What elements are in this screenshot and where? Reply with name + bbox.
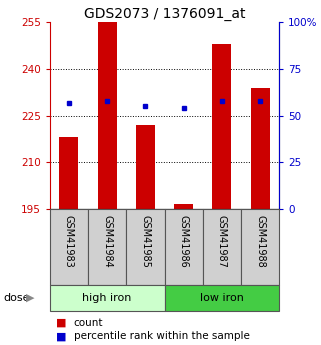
Bar <box>136 125 155 209</box>
Text: low iron: low iron <box>200 293 244 303</box>
Bar <box>212 44 231 209</box>
Text: ▶: ▶ <box>26 293 35 303</box>
Text: GSM41987: GSM41987 <box>217 215 227 268</box>
Text: dose: dose <box>3 293 30 303</box>
Bar <box>164 209 203 285</box>
Bar <box>174 204 193 209</box>
Title: GDS2073 / 1376091_at: GDS2073 / 1376091_at <box>84 7 245 21</box>
Text: GSM41985: GSM41985 <box>140 215 150 268</box>
Text: high iron: high iron <box>82 293 132 303</box>
Text: percentile rank within the sample: percentile rank within the sample <box>74 332 250 341</box>
Text: GSM41986: GSM41986 <box>179 215 189 267</box>
Bar <box>241 209 279 285</box>
Bar <box>88 209 126 285</box>
Bar <box>50 285 164 310</box>
Bar <box>164 285 279 310</box>
Text: GSM41988: GSM41988 <box>255 215 265 267</box>
Bar <box>98 22 117 209</box>
Bar <box>59 137 78 209</box>
Bar <box>126 209 164 285</box>
Text: ■: ■ <box>56 332 67 341</box>
Text: ■: ■ <box>56 318 67 327</box>
Bar <box>251 88 270 209</box>
Bar <box>50 209 88 285</box>
Bar <box>203 209 241 285</box>
Text: GSM41984: GSM41984 <box>102 215 112 267</box>
Text: count: count <box>74 318 103 327</box>
Text: GSM41983: GSM41983 <box>64 215 74 267</box>
